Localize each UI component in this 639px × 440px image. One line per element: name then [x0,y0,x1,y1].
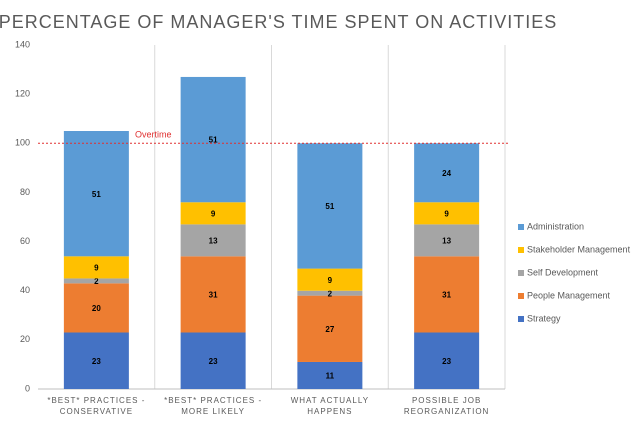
legend-swatch [518,293,524,299]
y-tick-label: 80 [20,187,30,197]
bar-segment [414,256,480,333]
y-tick-label: 140 [15,39,30,49]
legend-swatch [518,224,524,230]
y-tick-label: 120 [15,89,30,99]
data-label: 9 [211,209,216,218]
data-label: 20 [92,304,101,313]
data-label: 31 [442,291,451,300]
data-label: 13 [209,236,218,245]
bar-segment [414,224,480,257]
y-tick-label: 40 [20,285,30,295]
bar-segment [414,143,480,203]
x-tick-label: WHAT ACTUALLY HAPPENS [290,396,370,416]
data-label: 23 [209,357,218,366]
legend-label: Strategy [527,313,561,323]
data-label: 51 [92,190,101,199]
data-label: 51 [325,202,334,211]
bar-segment [414,202,480,225]
data-label: 13 [442,236,451,245]
data-label: 24 [442,169,451,178]
bar-segment [180,332,246,389]
data-label: 31 [209,291,218,300]
data-label: 9 [328,276,333,285]
bar-segment [63,256,129,279]
data-label: 51 [209,136,218,145]
bar-segment [414,332,480,389]
data-label: 23 [92,357,101,366]
y-tick-label: 60 [20,236,30,246]
legend-label: Stakeholder Management [527,244,631,254]
bar-segment [297,295,363,362]
data-label: 9 [94,263,99,272]
legend-label: Self Development [527,267,599,277]
data-label: 2 [328,289,333,298]
data-label: 2 [94,277,99,286]
bar-segment [180,224,246,257]
legend-label: People Management [527,290,611,300]
bar-segment [63,283,129,333]
y-tick-label: 100 [15,138,30,148]
y-tick-label: 20 [20,334,30,344]
y-tick-label: 0 [25,383,30,393]
legend-swatch [518,316,524,322]
bar-segment [180,76,246,203]
overtime-label: Overtime [135,130,172,140]
data-label: 27 [325,325,334,334]
data-label: 23 [442,357,451,366]
data-label: 11 [326,372,335,381]
bar-segment [297,290,363,296]
legend-swatch [518,270,524,276]
x-tick-label: POSSIBLE JOB REORGANIZATION [403,396,490,416]
bar-segment [297,268,363,291]
bar-segment [180,256,246,333]
bar-segment [297,361,363,389]
legend-label: Administration [527,221,584,231]
bar-segment [297,143,363,269]
bar-segment [63,278,129,284]
data-label: 9 [444,209,449,218]
bar-segment [63,332,129,389]
bar-segment [63,131,129,257]
bar-segment [180,202,246,225]
chart-title: PERCENTAGE OF MANAGER'S TIME SPENT ON AC… [0,12,557,32]
legend-swatch [518,247,524,253]
x-tick-label: *BEST* PRACTICES - MORE LIKELY [164,396,263,416]
x-tick-label: *BEST* PRACTICES - CONSERVATIVE [47,396,146,416]
